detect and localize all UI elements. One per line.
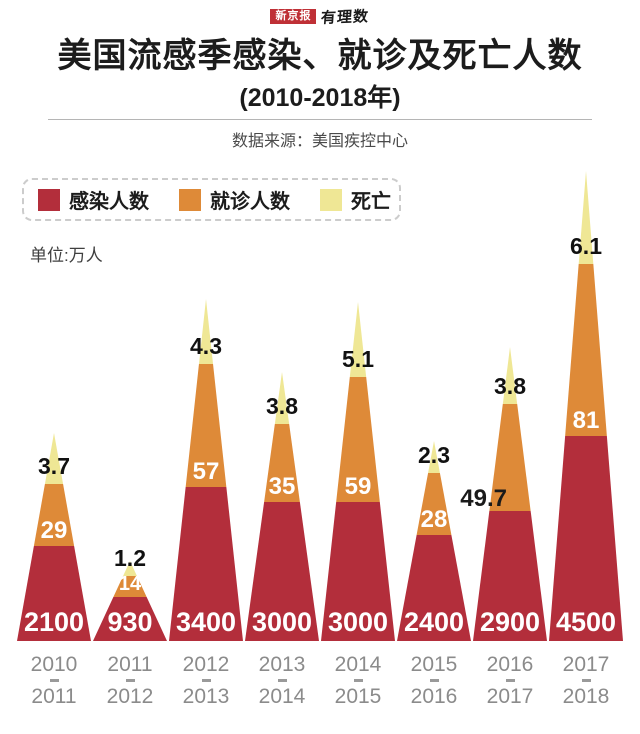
brand-logo-youlishu: 有理数 [320, 7, 371, 27]
season-dash [49, 679, 59, 682]
page-title: 美国流感季感染、就诊及死亡人数 [57, 37, 583, 75]
infected-value-label: 2900 [479, 607, 541, 637]
season-dash [201, 679, 211, 682]
chart-column: 3.7 29 2100 2010 2011 [17, 171, 91, 707]
infected-value-label: 2100 [23, 607, 85, 637]
deaths-value-label: 3.7 [38, 453, 70, 479]
season-start-year: 2010 [30, 653, 78, 676]
infected-color-swatch [38, 188, 60, 211]
infected-value-label: 3400 [175, 607, 237, 637]
season-dash [429, 679, 439, 682]
visits-value-label: 49.7 [460, 485, 507, 512]
visits-value-label: 14 [118, 573, 142, 595]
season-start-year: 2014 [334, 653, 382, 676]
pyramid-bar: 3.8 49.7 2900 [460, 347, 547, 641]
deaths-value-label: 3.8 [266, 393, 298, 419]
legend-item-infected: 感染人数 [38, 185, 149, 214]
pyramid-bar: 3.7 29 2100 [17, 433, 91, 641]
visits-value-label: 28 [420, 506, 448, 533]
season-end-year: 2011 [31, 685, 77, 708]
pyramid-bar: 6.1 81 4500 [549, 171, 623, 641]
season-end-year: 2015 [334, 685, 382, 708]
season-dash [581, 679, 591, 682]
pyramid-bar: 4.3 57 3400 [169, 299, 243, 641]
visits-value-label: 35 [268, 473, 296, 500]
pyramid-bar: 2.3 28 2400 [397, 441, 471, 641]
season-dash [505, 679, 515, 682]
pyramid-bar: 5.1 59 3000 [321, 302, 395, 641]
season-end-year: 2013 [182, 685, 230, 708]
season-start-year: 2011 [107, 653, 153, 676]
visits-color-swatch [179, 188, 201, 211]
deaths-value-label: 6.1 [570, 233, 602, 259]
season-end-year: 2017 [486, 685, 534, 708]
season-start-year: 2012 [182, 653, 230, 676]
season-end-year: 2016 [410, 685, 458, 708]
visits-value-label: 57 [192, 458, 220, 485]
data-source-note: 数据来源：美国疾控中心 [231, 133, 408, 150]
season-axis-label: 2015 2016 [411, 654, 458, 707]
season-start-year: 2015 [410, 653, 458, 676]
infected-value-label: 3000 [251, 607, 313, 637]
chart-column: 5.1 59 3000 2014 2015 [321, 171, 395, 707]
season-end-year: 2018 [562, 685, 610, 708]
season-axis-label: 2017 2018 [563, 654, 610, 707]
infected-value-label: 4500 [555, 607, 617, 637]
season-start-year: 2016 [486, 653, 534, 676]
page-subtitle: (2010-2018年) [239, 84, 401, 112]
deaths-value-label: 5.1 [342, 346, 374, 372]
deaths-value-label: 4.3 [190, 333, 222, 359]
season-axis-label: 2016 2017 [487, 654, 534, 707]
deaths-value-label: 2.3 [418, 442, 450, 468]
deaths-value-label: 3.8 [494, 373, 526, 399]
season-axis-label: 2012 2013 [183, 654, 230, 707]
pyramid-bar: 1.2 14 930 [93, 547, 167, 641]
brand-logo-row: 新京报 有理数 [0, 6, 640, 26]
season-axis-label: 2013 2014 [259, 654, 306, 707]
chart-column: 1.2 14 930 2011 2012 [93, 171, 167, 707]
deaths-color-swatch [320, 188, 342, 211]
chart-column: 2.3 28 2400 2015 2016 [397, 171, 471, 707]
season-end-year: 2012 [106, 685, 154, 708]
legend-label: 死亡 [351, 191, 391, 213]
visits-value-label: 81 [572, 407, 600, 434]
legend-item-deaths: 死亡 [320, 185, 391, 214]
season-end-year: 2014 [258, 685, 306, 708]
season-start-year: 2013 [258, 653, 306, 676]
season-axis-label: 2010 2011 [31, 654, 78, 707]
season-dash [125, 679, 135, 682]
pyramid-bar-chart: 3.7 29 2100 2010 2011 1.2 14 930 2011 2012 4.3 57 34… [17, 167, 623, 707]
chart-column: 3.8 35 3000 2013 2014 [245, 171, 319, 707]
infected-value-label: 2400 [403, 607, 465, 637]
unit-label: 单位:万人 [30, 246, 103, 265]
infected-value-label: 930 [107, 607, 153, 637]
infected-value-label: 3000 [327, 607, 389, 637]
visits-value-label: 59 [344, 473, 372, 500]
visits-value-label: 29 [40, 517, 68, 544]
legend-label: 就诊人数 [210, 191, 290, 213]
divider-line [48, 119, 592, 120]
season-axis-label: 2014 2015 [335, 654, 382, 707]
brand-badge-xinjingbao: 新京报 [270, 8, 317, 24]
legend: 感染人数 就诊人数 死亡 [22, 178, 401, 221]
season-dash [353, 679, 363, 682]
season-start-year: 2017 [562, 653, 610, 676]
chart-column: 4.3 57 3400 2012 2013 [169, 171, 243, 707]
chart-column: 6.1 81 4500 2017 2018 [549, 171, 623, 707]
pyramid-bar: 3.8 35 3000 [245, 372, 319, 641]
season-axis-label: 2011 2012 [107, 654, 154, 707]
legend-item-visits: 就诊人数 [179, 185, 290, 214]
chart-column: 3.8 49.7 2900 2016 2017 [460, 171, 547, 707]
deaths-value-label: 1.2 [114, 545, 146, 571]
legend-label: 感染人数 [69, 191, 149, 213]
season-dash [277, 679, 287, 682]
